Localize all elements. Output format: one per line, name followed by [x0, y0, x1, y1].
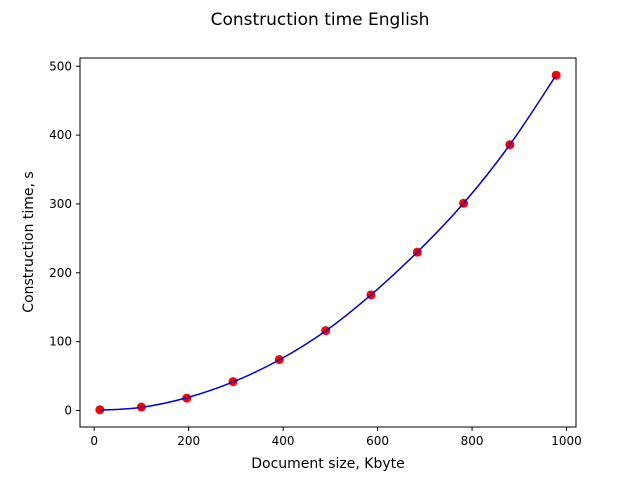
x-tick-label: 800 — [461, 434, 484, 448]
plot-area: 0 200 400 600 800 1000 0 100 200 300 400 500 — [49, 57, 582, 448]
fit-curve-line — [99, 74, 557, 411]
plot-frame — [79, 57, 577, 428]
y-tick-label: 100 — [49, 335, 72, 349]
x-tick-label: 0 — [90, 434, 98, 448]
y-tick-label: 500 — [49, 59, 72, 73]
x-tick-label: 1000 — [551, 434, 582, 448]
x-tick-label: 400 — [272, 434, 295, 448]
x-tick-label: 200 — [177, 434, 200, 448]
y-tick-label: 200 — [49, 266, 72, 280]
y-tick-label: 300 — [49, 197, 72, 211]
x-axis-label: Document size, Kbyte — [251, 456, 404, 472]
y-tick-label: 0 — [64, 403, 72, 417]
y-tick-label: 400 — [49, 128, 72, 142]
y-axis-label: Construction time, s — [21, 171, 37, 312]
chart-title: Construction time English — [211, 10, 430, 30]
x-tick-label: 600 — [366, 434, 389, 448]
